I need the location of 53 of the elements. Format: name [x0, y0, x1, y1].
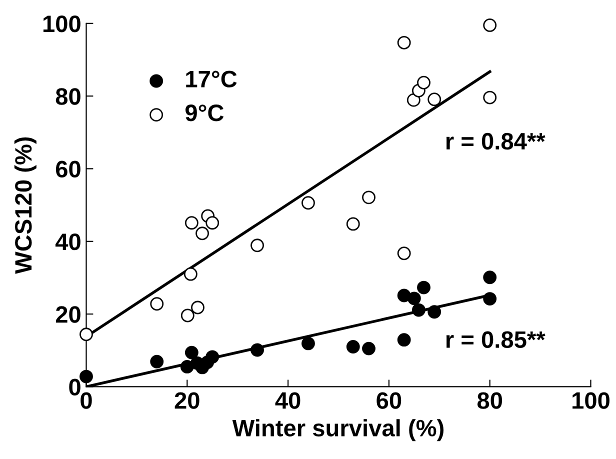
point: [428, 305, 442, 319]
point: [407, 292, 421, 306]
point: [428, 92, 442, 106]
point: [184, 346, 198, 360]
legend-label: 9°C: [185, 104, 224, 122]
point: [184, 216, 198, 230]
point: [346, 340, 360, 354]
point: [417, 280, 430, 294]
point: [362, 342, 376, 356]
point: [206, 350, 220, 364]
annotation: r = 0.85**: [446, 331, 546, 348]
point: [483, 292, 497, 306]
point: [180, 360, 194, 374]
point: [196, 226, 209, 240]
point: [150, 354, 164, 368]
annotation: r = 0.84**: [446, 132, 546, 150]
point: [362, 190, 376, 204]
y-tick-label: 40: [55, 233, 80, 250]
point: [191, 300, 204, 314]
point: [483, 270, 497, 284]
point: [483, 90, 497, 104]
y-tick-label: 20: [56, 306, 80, 323]
point: [346, 217, 360, 231]
point: [417, 76, 430, 90]
point: [180, 308, 194, 322]
point: [206, 216, 220, 230]
point: [250, 343, 264, 357]
y-axis-title: WCS120 (%): [14, 137, 36, 274]
y-tick-label: 0: [69, 378, 80, 396]
x-tick-label: 60: [376, 392, 402, 409]
y-tick-label: 60: [56, 160, 80, 178]
point: [412, 303, 426, 317]
point: [406, 93, 420, 107]
point: [250, 238, 264, 252]
x-tick-label: 20: [174, 392, 200, 409]
x-tick-label: 100: [572, 392, 610, 409]
point: [80, 370, 93, 384]
point: [302, 336, 315, 350]
point: [80, 328, 93, 342]
y-tick-label: 80: [56, 88, 80, 105]
point: [483, 18, 497, 32]
x-axis-title: Winter survival (%): [232, 419, 444, 442]
point: [184, 267, 198, 281]
y-tick-label: 100: [43, 15, 80, 32]
x-tick-label: 40: [275, 392, 300, 409]
point: [302, 196, 315, 210]
point: [397, 246, 411, 260]
x-tick-label: 80: [477, 392, 502, 409]
point: [397, 36, 411, 50]
point: [150, 297, 164, 311]
x-tick-label: 0: [80, 392, 92, 409]
point: [397, 333, 411, 347]
legend-label: 17°C: [186, 70, 237, 88]
